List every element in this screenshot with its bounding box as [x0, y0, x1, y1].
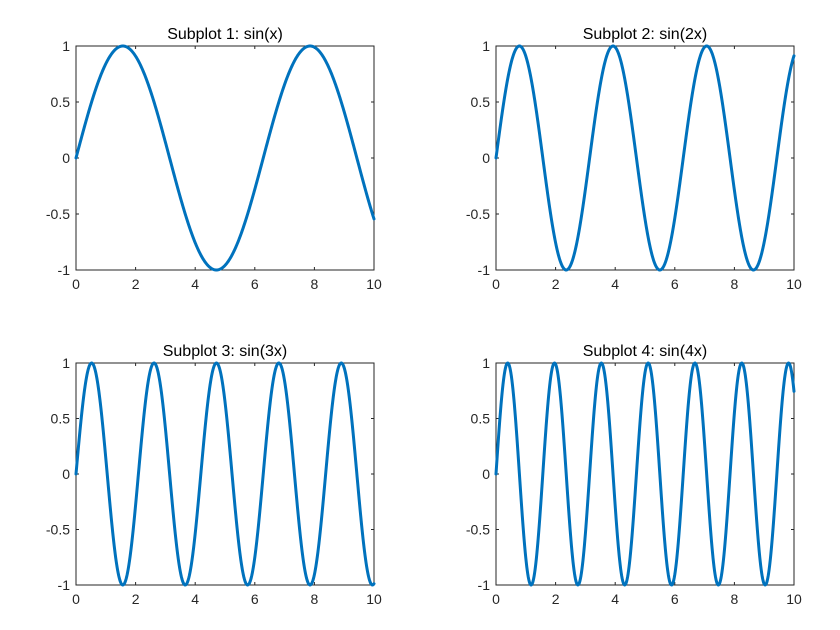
series-line [494, 44, 796, 272]
x-tick-label: 6 [251, 276, 259, 292]
y-tick-label: -1 [58, 262, 71, 278]
y-tick-label: 0 [62, 150, 70, 166]
x-tick-label: 2 [132, 591, 140, 607]
x-tick-label: 4 [611, 276, 619, 292]
x-tick-label: 8 [731, 591, 739, 607]
x-tick-label: 8 [731, 276, 739, 292]
x-tick-label: 2 [132, 276, 140, 292]
subplot-3: 0 2 4 6 8 10 -1 -0.5 0 0.5 1 Subplot 3: sin(3x) [46, 343, 382, 607]
x-tick-label: 4 [191, 276, 199, 292]
y-tick-label: 0.5 [51, 94, 71, 110]
y-tick-label: 1 [62, 38, 70, 54]
x-tick-label: 8 [311, 591, 319, 607]
x-tick-label: 0 [72, 276, 80, 292]
x-tick-label: 6 [251, 591, 259, 607]
y-tick-label: 0 [62, 466, 70, 482]
x-tick-label: 0 [72, 591, 80, 607]
y-tick-label: 0.5 [471, 411, 491, 427]
subplot-4: 0 2 4 6 8 10 -1 -0.5 0 0.5 1 Subplot 4: sin(4x) [466, 343, 802, 607]
x-tick-label: 4 [611, 591, 619, 607]
y-tick-label: -0.5 [466, 522, 490, 538]
x-tick-label: 10 [786, 276, 802, 292]
axes-box [495, 45, 795, 271]
x-tick-label: 4 [191, 591, 199, 607]
y-tick-label: 1 [482, 355, 490, 371]
y-tick-label: 0 [482, 150, 490, 166]
subplot-2: 0 2 4 6 8 10 -1 -0.5 0 0.5 1 Subplot 2: sin(2x) [466, 26, 802, 292]
y-tick-label: 1 [482, 38, 490, 54]
y-tick-label: 0.5 [471, 94, 491, 110]
x-tick-label: 0 [492, 591, 500, 607]
y-tick-label: 0.5 [51, 411, 71, 427]
axes-box [75, 45, 375, 271]
y-tick-label: -1 [478, 262, 491, 278]
x-tick-label: 10 [366, 276, 382, 292]
y-tick-label: -0.5 [466, 206, 490, 222]
series-line [74, 44, 376, 272]
x-tick-label: 6 [671, 276, 679, 292]
subplot-title: Subplot 3: sin(3x) [163, 343, 288, 360]
x-tick-label: 0 [492, 276, 500, 292]
x-tick-label: 8 [311, 276, 319, 292]
x-tick-label: 10 [366, 591, 382, 607]
subplot-title: Subplot 1: sin(x) [167, 26, 283, 43]
x-tick-label: 6 [671, 591, 679, 607]
subplot-title: Subplot 4: sin(4x) [583, 343, 708, 360]
x-tick-label: 2 [552, 591, 560, 607]
axes-box [495, 362, 795, 586]
y-tick-label: -1 [478, 577, 491, 593]
x-tick-label: 10 [786, 591, 802, 607]
series-line [74, 361, 376, 587]
y-tick-label: -0.5 [46, 206, 70, 222]
y-tick-label: -1 [58, 577, 71, 593]
y-tick-label: 1 [62, 355, 70, 371]
subplot-1: 0 2 4 6 8 10 -1 -0.5 0 0.5 1 Subplot 1: sin(x) [46, 26, 382, 292]
subplot-title: Subplot 2: sin(2x) [583, 26, 708, 43]
series-line [494, 361, 796, 587]
y-tick-label: -0.5 [46, 522, 70, 538]
y-tick-label: 0 [482, 466, 490, 482]
x-tick-label: 2 [552, 276, 560, 292]
